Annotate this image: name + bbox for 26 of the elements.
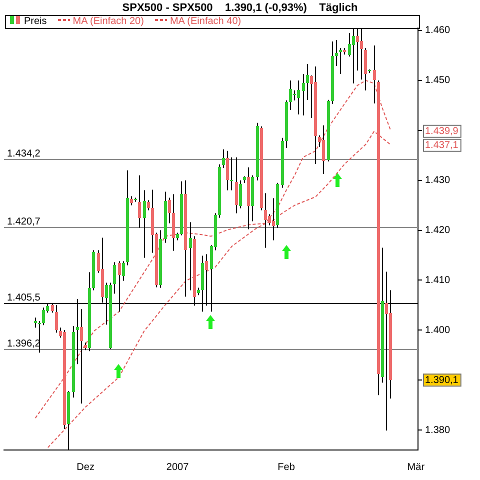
candlestick — [339, 48, 342, 74]
candlestick — [38, 321, 41, 353]
y-tick-label: 1.380 — [425, 424, 450, 436]
legend-label: MA (Einfach 20) — [72, 16, 144, 27]
text: 1.390,1 — [425, 374, 459, 386]
y-tick-label: 1.450 — [425, 75, 450, 86]
legend-label: MA (Einfach 40) — [170, 16, 242, 27]
ref-line-label: 1.405,5 — [7, 292, 41, 304]
y-tick-label: 1.420 — [425, 225, 450, 236]
x-tick-label: Dez — [76, 462, 94, 473]
ref-line-label: 1.420,7 — [7, 216, 41, 228]
legend-label: Preis — [24, 16, 47, 27]
y-tick-label: 1.410 — [425, 274, 450, 286]
y-tick-label: 1.400 — [425, 324, 450, 336]
x-tick-label: 2007 — [166, 462, 190, 473]
ref-line-label: 1.434,2 — [7, 148, 41, 160]
x-tick-label: Mär — [407, 462, 426, 473]
candlestick — [230, 157, 233, 190]
text: 1.437,1 — [425, 140, 459, 152]
candlestick — [293, 90, 296, 100]
x-tick-label: Feb — [278, 462, 296, 473]
y-tick-label: 1.460 — [425, 25, 450, 36]
ref-line-label: 1.396,2 — [7, 338, 41, 350]
y-tick-label: 1.430 — [425, 175, 450, 186]
text: 1.439,9 — [425, 126, 459, 138]
chart-title: SPX500 - SPX500 1.390,1 (-0,93%) Täglich — [121, 2, 359, 14]
